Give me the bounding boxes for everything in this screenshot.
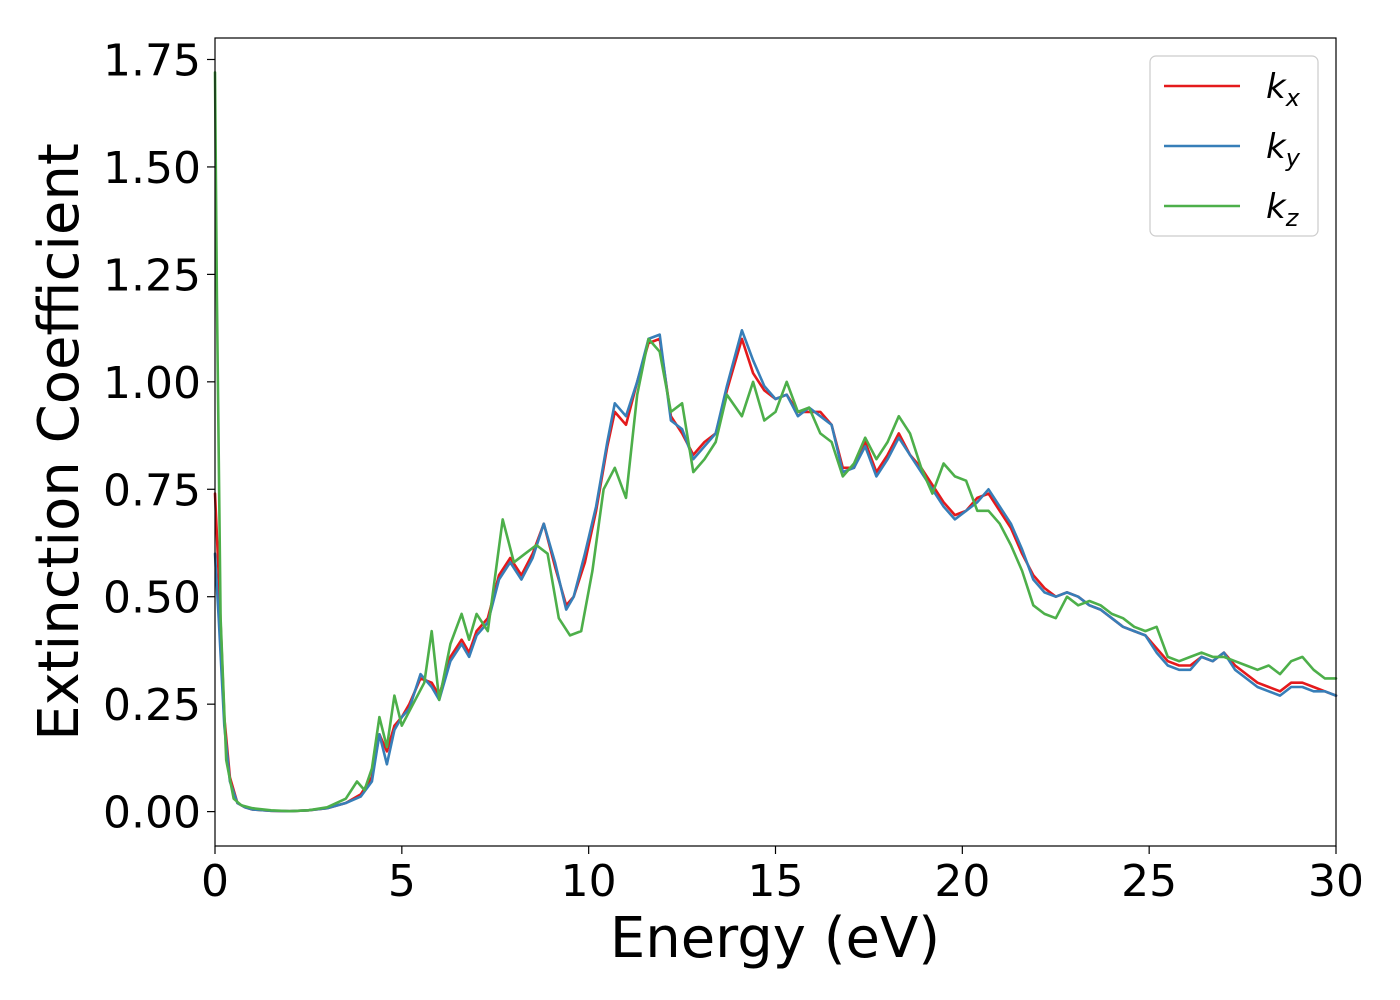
x-tick-label: 0 [201,856,229,907]
x-tick-label: 5 [388,856,416,907]
x-tick-label: 15 [748,856,804,907]
y-tick-label: 1.50 [103,143,201,194]
legend-label-y: ky [1266,127,1301,172]
y-tick-label: 1.00 [103,358,201,409]
legend-label-main: k [1266,127,1287,167]
x-tick-label: 10 [561,856,617,907]
y-axis-title: Extinction Coefficient [27,143,92,741]
legend-label-subscript: x [1285,84,1301,112]
x-tick-label: 30 [1308,856,1364,907]
x-tick-label: 25 [1121,856,1177,907]
y-axis: 0.00 0.25 0.50 0.75 1.00 1.25 1.50 1.75 [103,35,215,839]
series-line-z [213,71,1338,813]
y-tick-label: 0.25 [103,680,201,731]
legend-label-main: k [1266,187,1287,227]
legend-label-z: kz [1266,187,1300,232]
x-axis: 0 5 10 15 20 25 30 [201,846,1364,907]
x-tick-label: 20 [934,856,990,907]
y-tick-label: 1.75 [103,35,201,86]
legend-label-x: kx [1266,67,1301,112]
legend-label-main: k [1266,67,1287,107]
legend-label-subscript: y [1285,144,1301,172]
legend-label-subscript: z [1285,204,1300,232]
series-layer [213,71,1338,813]
y-tick-label: 0.00 [103,788,201,839]
series-line-y [213,329,1338,813]
y-tick-label: 0.75 [103,465,201,516]
x-axis-title: Energy (eV) [610,906,940,971]
y-tick-label: 1.25 [103,250,201,301]
y-tick-label: 0.50 [103,573,201,624]
